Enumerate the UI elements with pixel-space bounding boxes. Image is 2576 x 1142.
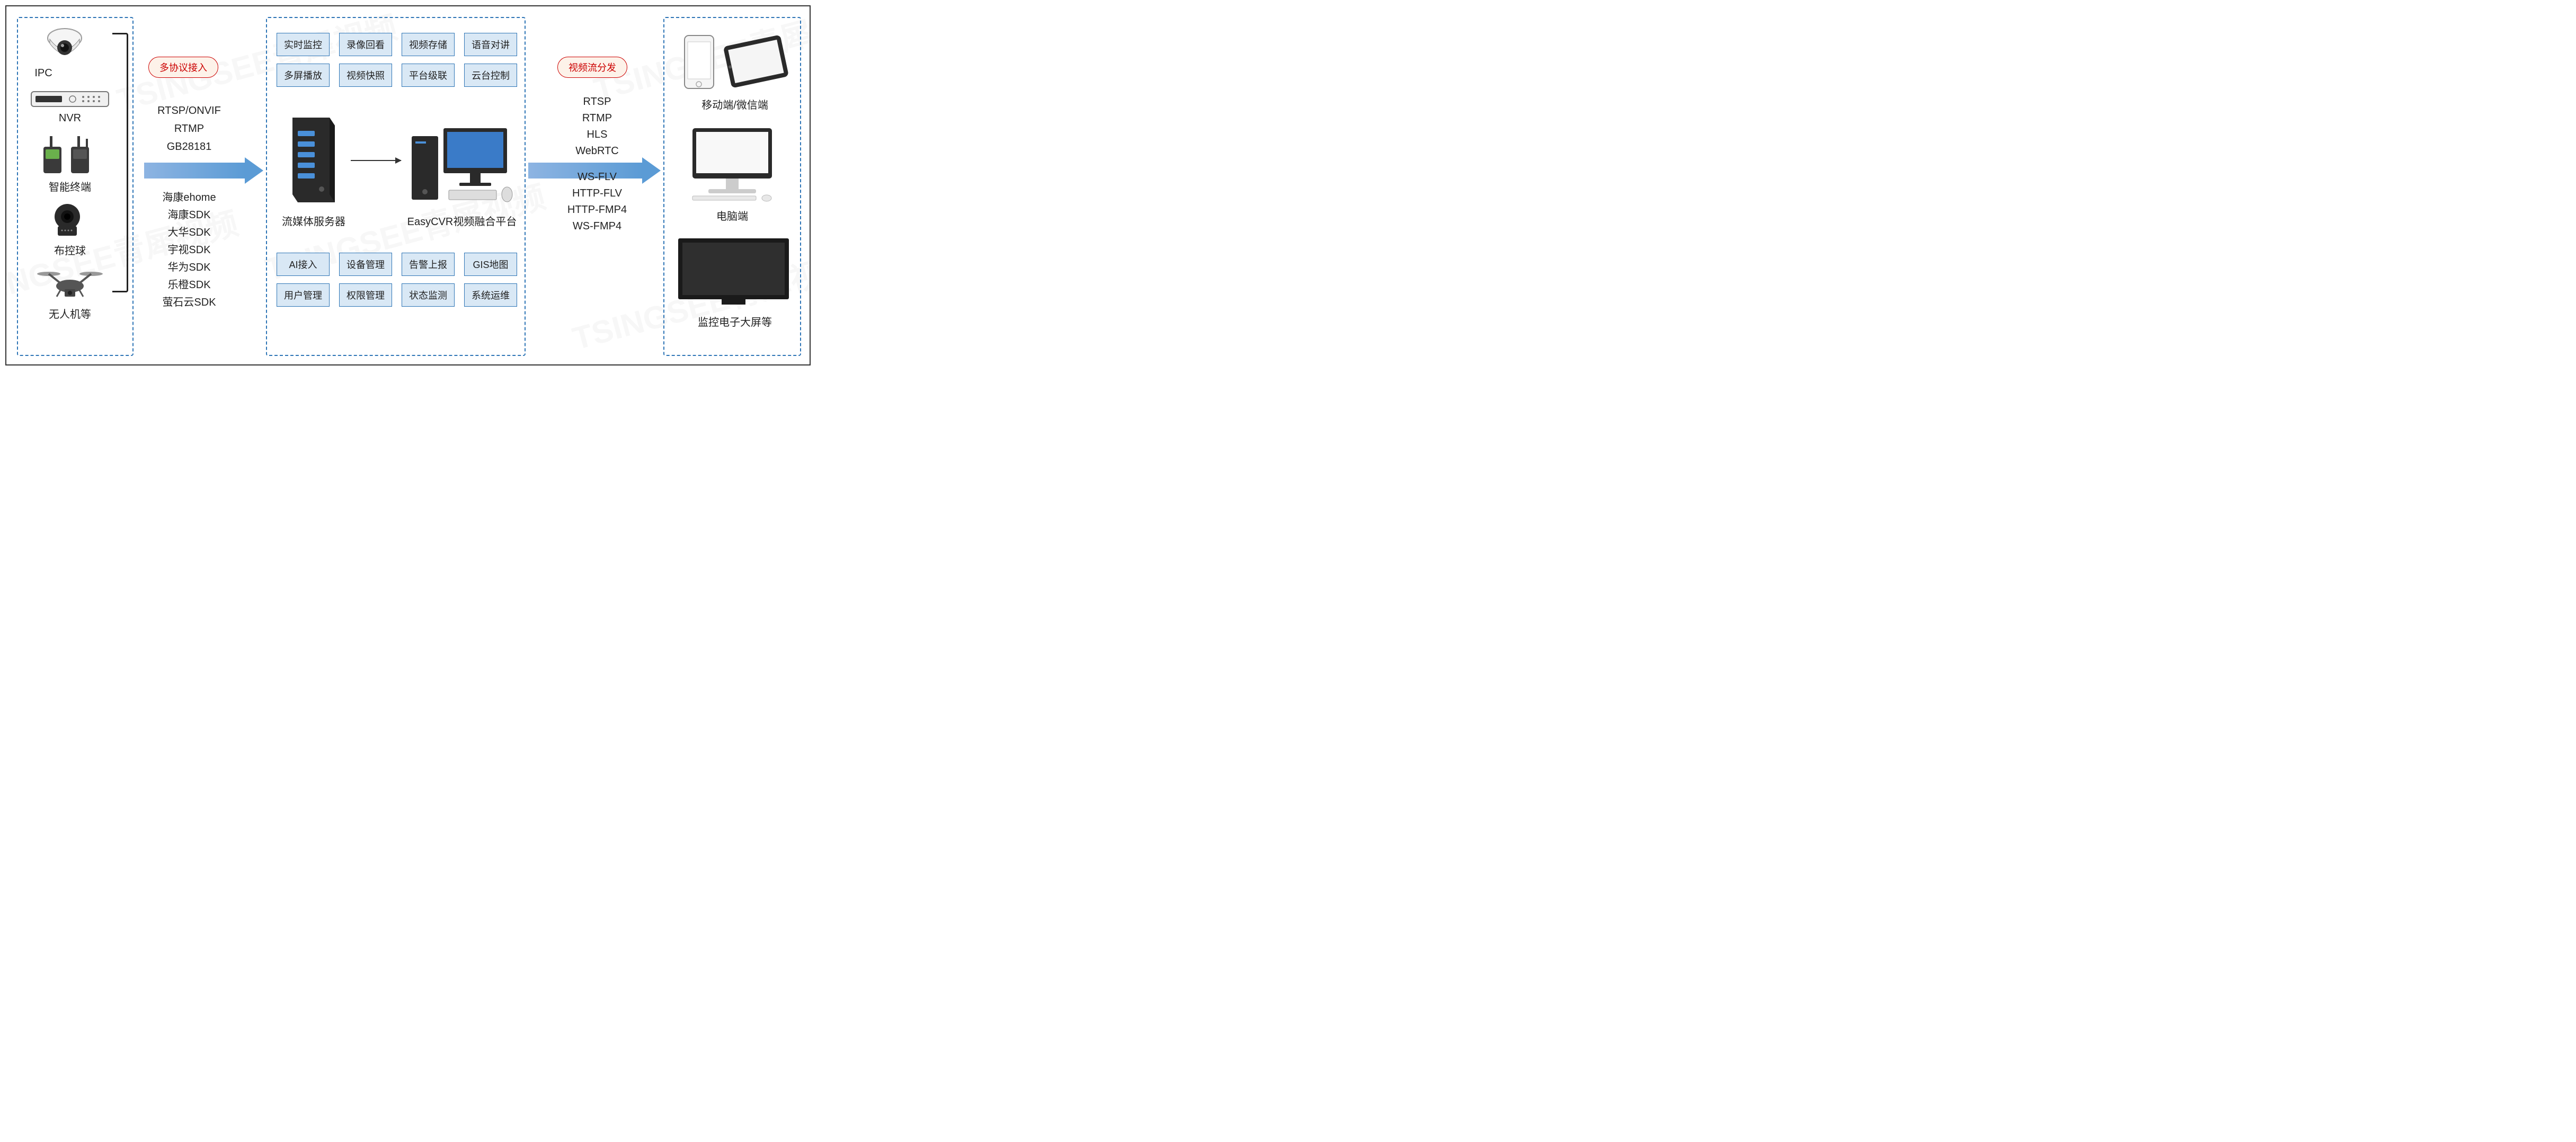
mobile-label: 移动端/微信端	[687, 96, 783, 112]
feat-device: 设备管理	[339, 253, 392, 276]
feat-alarm: 告警上报	[402, 253, 455, 276]
pc-workstation-icon	[409, 120, 520, 208]
sdk-uniview: 宇视SDK	[147, 242, 232, 259]
feat-status: 状态监测	[402, 283, 455, 307]
nvr-icon	[30, 88, 110, 112]
arrow-out-head	[642, 157, 661, 184]
sdk-huawei: 华为SDK	[147, 259, 232, 276]
feat-perm: 权限管理	[339, 283, 392, 307]
feat-multiscreen: 多屏播放	[277, 64, 330, 87]
arrow-server-platform	[351, 160, 401, 161]
dist-httpflv: HTTP-FLV	[555, 185, 639, 202]
sources-bracket	[112, 33, 128, 292]
dist-rtsp: RTSP	[555, 94, 639, 110]
big-screen-label: 监控电子大屏等	[682, 314, 788, 329]
protocol-access-pill: 多协议接入	[148, 57, 218, 78]
feat-ops: 系统运维	[464, 283, 517, 307]
spacer	[555, 159, 639, 169]
ipc-label: IPC	[22, 67, 65, 79]
feat-cascade: 平台级联	[402, 64, 455, 87]
pc-client-label: 电脑端	[690, 208, 775, 223]
dist-rtmp: RTMP	[555, 110, 639, 127]
drone-icon	[35, 266, 104, 306]
mobile-tablet-icon	[674, 30, 790, 96]
sdk-hik: 海康SDK	[147, 207, 232, 224]
feat-user: 用户管理	[277, 283, 330, 307]
feat-playback: 录像回看	[339, 33, 392, 56]
feat-voice: 语音对讲	[464, 33, 517, 56]
pc-client-icon	[685, 123, 780, 205]
arrow-in-head	[245, 157, 263, 184]
protocols-sdk: 海康ehome 海康SDK 大华SDK 宇视SDK 华为SDK 乐橙SDK 萤石…	[147, 189, 232, 311]
dist-hls: HLS	[555, 127, 639, 143]
sdk-lechange: 乐橙SDK	[147, 276, 232, 294]
sdk-dahua: 大华SDK	[147, 224, 232, 242]
ptz-label: 布控球	[28, 242, 112, 257]
protocols-top: RTSP/ONVIF RTMP GB28181	[147, 102, 232, 156]
radios-icon	[38, 133, 96, 179]
stream-distribution-pill: 视频流分发	[557, 57, 627, 78]
dist-webrtc: WebRTC	[555, 143, 639, 159]
feat-gis: GIS地图	[464, 253, 517, 276]
feat-snapshot: 视频快照	[339, 64, 392, 87]
proto-rtsp-onvif: RTSP/ONVIF	[147, 102, 232, 120]
arrow-in	[144, 163, 245, 179]
architecture-diagram: TSINGSEE青犀视频 TSINGSEE青犀视频 TSINGSEE青犀视频 T…	[5, 5, 811, 365]
feat-realtime: 实时监控	[277, 33, 330, 56]
feat-ai: AI接入	[277, 253, 330, 276]
drone-label: 无人机等	[28, 306, 112, 321]
dist-wsflv: WS-FLV	[555, 169, 639, 185]
proto-rtmp: RTMP	[147, 120, 232, 138]
feat-ptz: 云台控制	[464, 64, 517, 87]
proto-gb28181: GB28181	[147, 138, 232, 156]
nvr-label: NVR	[28, 112, 112, 124]
server-label: 流媒体服务器	[269, 213, 359, 228]
server-icon	[282, 112, 340, 210]
sdk-ezviz: 萤石云SDK	[147, 294, 232, 311]
platform-label: EasyCVR视频融合平台	[401, 213, 523, 228]
dist-protocols: RTSP RTMP HLS WebRTC WS-FLV HTTP-FLV HTT…	[555, 94, 639, 235]
dist-httpfmp4: HTTP-FMP4	[555, 202, 639, 218]
dome-camera-icon	[43, 28, 86, 67]
sdk-ehome: 海康ehome	[147, 189, 232, 207]
ptz-ball-icon	[51, 200, 83, 242]
smart-terminal-label: 智能终端	[28, 179, 112, 194]
big-screen-icon	[674, 234, 793, 311]
feat-storage: 视频存储	[402, 33, 455, 56]
dist-wsfmp4: WS-FMP4	[555, 218, 639, 235]
